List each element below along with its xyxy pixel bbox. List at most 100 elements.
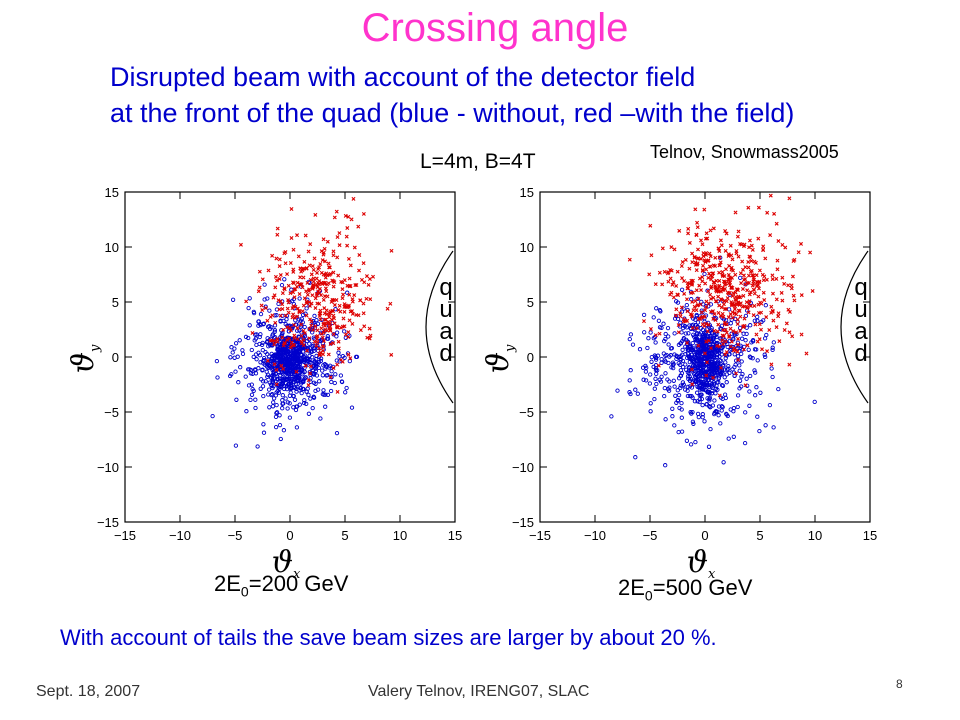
data-point bbox=[326, 352, 331, 357]
data-point bbox=[297, 292, 302, 296]
data-point bbox=[780, 298, 785, 303]
data-point bbox=[748, 269, 753, 274]
data-point bbox=[641, 312, 647, 318]
data-point bbox=[350, 321, 355, 326]
data-point bbox=[318, 261, 323, 266]
data-point bbox=[628, 368, 633, 373]
data-point bbox=[249, 347, 254, 353]
data-point bbox=[709, 286, 714, 291]
data-point bbox=[721, 279, 726, 284]
data-point bbox=[307, 327, 312, 331]
data-point bbox=[711, 316, 716, 321]
data-point bbox=[656, 318, 662, 323]
data-point bbox=[725, 367, 730, 372]
y-tick-label: 15 bbox=[105, 185, 119, 200]
data-point bbox=[263, 306, 268, 311]
data-point bbox=[718, 260, 723, 265]
data-point bbox=[338, 309, 343, 314]
data-point bbox=[308, 242, 313, 247]
data-point bbox=[729, 253, 734, 258]
data-point bbox=[754, 332, 759, 337]
x-tick-label: 5 bbox=[341, 528, 348, 543]
data-point bbox=[681, 382, 686, 387]
data-point bbox=[747, 403, 752, 408]
data-point bbox=[280, 377, 285, 382]
quad-label-letter: d bbox=[854, 340, 867, 367]
data-point bbox=[313, 388, 318, 394]
data-point bbox=[678, 358, 683, 363]
data-point bbox=[690, 347, 695, 352]
data-point bbox=[288, 261, 293, 265]
data-point bbox=[737, 378, 743, 383]
data-point bbox=[327, 272, 332, 277]
data-point bbox=[700, 339, 706, 344]
data-point bbox=[765, 349, 770, 354]
data-point bbox=[609, 414, 614, 419]
data-point bbox=[346, 352, 351, 357]
data-point bbox=[348, 356, 353, 361]
data-point bbox=[790, 274, 795, 279]
data-point bbox=[312, 256, 317, 261]
data-point bbox=[318, 358, 324, 364]
data-point bbox=[646, 336, 651, 341]
data-point bbox=[769, 362, 774, 367]
data-point bbox=[305, 292, 310, 297]
data-point bbox=[287, 326, 292, 331]
data-point bbox=[804, 351, 809, 356]
subtitle-line-2: at the front of the quad (blue - without… bbox=[110, 98, 795, 128]
data-point bbox=[314, 276, 319, 281]
data-point bbox=[759, 301, 764, 306]
data-point bbox=[281, 327, 286, 332]
data-point bbox=[304, 306, 309, 311]
data-point bbox=[747, 254, 752, 259]
data-point bbox=[291, 247, 296, 252]
data-point bbox=[700, 415, 705, 420]
data-point bbox=[321, 297, 326, 302]
data-point bbox=[686, 286, 691, 291]
data-point bbox=[260, 379, 266, 384]
data-point bbox=[285, 348, 290, 353]
data-point bbox=[742, 316, 747, 321]
data-point bbox=[736, 301, 741, 306]
data-point bbox=[334, 209, 339, 214]
data-point bbox=[304, 299, 309, 304]
data-point bbox=[791, 293, 796, 298]
data-point bbox=[704, 252, 709, 257]
data-point bbox=[674, 400, 679, 405]
data-point bbox=[697, 399, 702, 405]
data-point bbox=[671, 280, 676, 285]
data-point bbox=[325, 294, 330, 299]
data-point bbox=[703, 343, 708, 348]
data-point bbox=[755, 280, 760, 285]
data-point bbox=[724, 330, 729, 335]
data-point bbox=[357, 268, 362, 273]
data-point bbox=[708, 296, 713, 301]
data-point bbox=[301, 303, 306, 308]
data-point bbox=[346, 256, 351, 261]
data-point bbox=[683, 362, 688, 367]
data-point bbox=[716, 246, 721, 251]
data-point bbox=[350, 311, 355, 316]
data-point bbox=[750, 337, 756, 343]
data-point bbox=[237, 338, 242, 343]
data-point bbox=[786, 283, 791, 288]
x-tick-label: −15 bbox=[114, 528, 136, 543]
data-point bbox=[690, 281, 695, 286]
data-point bbox=[300, 367, 305, 372]
data-point bbox=[678, 362, 683, 367]
data-point bbox=[288, 291, 293, 296]
data-point bbox=[693, 299, 698, 304]
data-point bbox=[721, 328, 726, 333]
data-point bbox=[292, 385, 297, 391]
data-point bbox=[755, 414, 760, 419]
data-point bbox=[261, 321, 267, 326]
data-point bbox=[736, 342, 741, 347]
data-point bbox=[723, 267, 728, 272]
data-point bbox=[702, 319, 707, 324]
data-point bbox=[281, 428, 287, 433]
data-point bbox=[332, 380, 337, 386]
data-point bbox=[667, 385, 672, 390]
data-point bbox=[686, 376, 691, 382]
data-point bbox=[719, 404, 725, 409]
data-point bbox=[318, 416, 323, 421]
